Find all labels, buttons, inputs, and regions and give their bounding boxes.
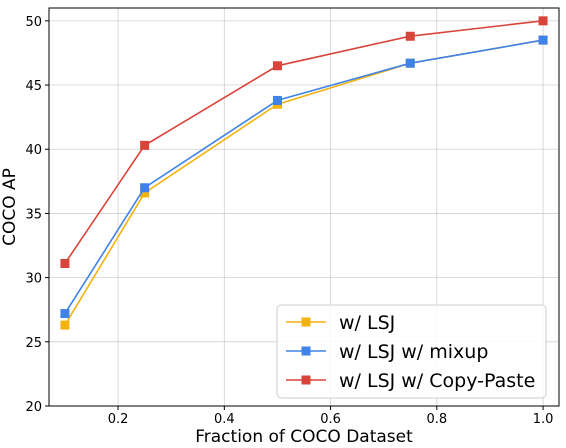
series-line: [64, 39, 544, 315]
legend-item: w/ LSJ: [286, 312, 395, 334]
legend-label: w/ LSJ w/ mixup: [339, 341, 488, 363]
legend-item: w/ LSJ w/ mixup: [286, 341, 488, 363]
x-axis-ticks: 0.2 0.4 0.6 0.8 1.0: [108, 406, 554, 427]
y-tick-label: 40: [25, 143, 42, 158]
data-point: [60, 309, 70, 319]
data-point: [140, 188, 150, 198]
plot-frame: [48, 7, 560, 407]
series-layer: [60, 16, 548, 330]
y-axis-ticks: 20 25 30 35 40 45 50: [25, 15, 49, 415]
y-axis-label: COCO AP: [0, 168, 20, 246]
y-tick-label: 30: [25, 272, 42, 287]
series-line: [64, 20, 544, 264]
data-point: [538, 35, 548, 45]
legend-label: w/ LSJ w/ Copy-Paste: [339, 370, 535, 392]
series-line: [64, 39, 544, 326]
y-tick-label: 50: [25, 15, 42, 30]
data-point: [60, 258, 70, 268]
x-tick-label: 0.2: [108, 412, 129, 427]
series-w-lsj-w-copy-paste: [60, 16, 548, 268]
series-w-lsj: [60, 35, 548, 330]
data-point: [405, 31, 415, 41]
x-tick-label: 1.0: [533, 412, 554, 427]
legend-marker: [301, 346, 311, 356]
legend-label: w/ LSJ: [339, 312, 395, 334]
data-point: [140, 140, 150, 150]
legend-box: [276, 304, 547, 399]
y-tick-label: 45: [25, 79, 42, 94]
y-tick-label: 35: [25, 207, 42, 222]
data-point: [60, 320, 70, 330]
legend-item: w/ LSJ w/ Copy-Paste: [286, 370, 535, 392]
legend-marker: [301, 375, 311, 385]
x-tick-label: 0.6: [320, 412, 341, 427]
series-w-lsj-w-mixup: [60, 35, 548, 319]
data-point: [140, 183, 150, 193]
legend: w/ LSJ w/ LSJ w/ mixup w/ LSJ w/ Copy-Past…: [276, 304, 547, 399]
x-axis-label: Fraction of COCO Dataset: [195, 427, 413, 447]
x-tick-label: 0.4: [214, 412, 235, 427]
data-point: [538, 16, 548, 26]
y-tick-label: 25: [25, 336, 42, 351]
y-tick-label: 20: [25, 400, 42, 415]
data-point: [272, 95, 282, 105]
data-point: [272, 61, 282, 71]
x-tick-label: 0.8: [426, 412, 447, 427]
data-point: [405, 58, 415, 68]
legend-marker: [301, 317, 311, 327]
